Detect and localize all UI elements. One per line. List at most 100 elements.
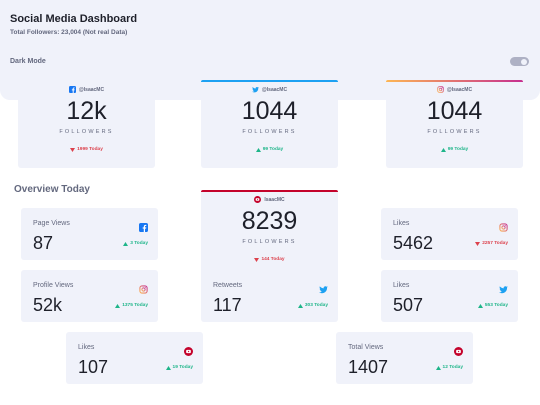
follower-count: 12k: [66, 97, 107, 125]
dark-mode-label: Dark Mode: [10, 58, 46, 65]
change-row: 1375 Today: [115, 303, 148, 308]
metric-label: Page Views: [33, 220, 70, 227]
yt-icon: [184, 347, 193, 356]
subtitle: Total Followers: 23,004 (Not real Data): [10, 29, 128, 36]
metric-label: Retweets: [213, 282, 243, 289]
follower-count: 8239: [241, 207, 298, 235]
metric-label: Profile Views: [33, 282, 74, 289]
handle-row: @IsaacMC: [18, 86, 155, 93]
icon-box: [184, 343, 193, 361]
change: 1999 Today: [77, 147, 103, 152]
metric-value: 87: [33, 233, 54, 253]
follower-count: 1044: [426, 97, 483, 125]
handle-row: @IsaacMC: [201, 86, 338, 93]
change: 99 Today: [447, 147, 469, 152]
change: 99 Today: [262, 147, 284, 152]
metric-value: 117: [213, 295, 242, 315]
icon-box: [499, 281, 508, 299]
metric-value: 1407: [348, 357, 389, 377]
change: 19 Today: [172, 365, 193, 370]
overview-card: Total Views 1407 12 Today: [336, 332, 473, 384]
change-row: 144 Today: [201, 257, 338, 262]
handle: @IsaacMC: [261, 86, 288, 93]
icon-box: [139, 219, 148, 237]
metric-label: Likes: [393, 220, 410, 227]
trend-arrow: [255, 147, 261, 152]
metric-value: 5462: [393, 233, 434, 253]
dark-mode-toggle[interactable]: [510, 57, 529, 66]
overview-card: Likes 507 553 Today: [381, 270, 518, 322]
change-row: 3 Today: [123, 241, 148, 246]
handle: @IsaacMC: [78, 86, 105, 93]
follower-card: @IsaacMC 1044 FOLLOWERS 99 Today: [201, 80, 338, 168]
trend-arrow: [123, 241, 129, 246]
ig-icon: [437, 86, 444, 93]
metric-label: Likes: [393, 282, 410, 289]
handle: @IsaacMC: [446, 86, 473, 93]
change: 1375 Today: [122, 303, 148, 308]
ig-icon: [139, 285, 148, 294]
followers-label: FOLLOWERS: [242, 239, 297, 245]
trend-arrow: [254, 257, 260, 262]
icon-box: [319, 281, 328, 299]
fb-icon: [139, 223, 148, 232]
change-row: 12 Today: [435, 365, 463, 370]
change-row: 19 Today: [165, 365, 193, 370]
change-row: 553 Today: [477, 303, 508, 308]
metric-value: 507: [393, 295, 424, 315]
change: 144 Today: [261, 257, 285, 262]
change-row: 2257 Today: [475, 241, 508, 246]
followers-label: FOLLOWERS: [242, 129, 297, 135]
change-row: 99 Today: [201, 147, 338, 152]
handle-row: IsaacMC: [201, 196, 338, 203]
handle-row: @IsaacMC: [386, 86, 523, 93]
follower-card: @IsaacMC 1044 FOLLOWERS 99 Today: [386, 80, 523, 168]
followers-label: FOLLOWERS: [427, 129, 482, 135]
trend-arrow: [70, 147, 76, 152]
trend-arrow: [435, 365, 441, 370]
metric-value: 107: [78, 357, 109, 377]
icon-box: [499, 219, 508, 237]
icon-box: [454, 343, 463, 361]
tw-icon: [251, 86, 259, 93]
follower-card: IsaacMC 8239 FOLLOWERS 144 Today: [201, 190, 338, 278]
change-row: 303 Today: [297, 303, 328, 308]
change: 303 Today: [304, 303, 328, 308]
metric-value: 52k: [33, 295, 63, 315]
metric-label: Total Views: [348, 344, 384, 351]
overview-card: Retweets 117 303 Today: [201, 270, 338, 322]
trend-arrow: [115, 303, 121, 308]
trend-arrow: [475, 241, 481, 246]
ig-icon: [499, 223, 508, 232]
overview-card: Profile Views 52k 1375 Today: [21, 270, 158, 322]
change: 3 Today: [130, 241, 148, 246]
tw-icon: [319, 286, 328, 294]
follower-count: 1044: [241, 97, 298, 125]
trend-arrow: [297, 303, 303, 308]
tw-icon: [499, 286, 508, 294]
trend-arrow: [477, 303, 483, 308]
change: 2257 Today: [482, 241, 508, 246]
card-accent: [386, 80, 523, 82]
card-accent: [201, 190, 338, 192]
trend-arrow: [165, 365, 171, 370]
overview-card: Likes 5462 2257 Today: [381, 208, 518, 260]
overview-card: Likes 107 19 Today: [66, 332, 203, 384]
metric-label: Likes: [78, 344, 95, 351]
card-accent: [201, 80, 338, 82]
change-row: 1999 Today: [18, 147, 155, 152]
overview-title: Overview Today: [14, 184, 90, 195]
handle: IsaacMC: [264, 196, 285, 203]
follower-card: @IsaacMC 12k FOLLOWERS 1999 Today: [18, 80, 155, 168]
icon-box: [139, 281, 148, 299]
change: 12 Today: [442, 365, 463, 370]
followers-label: FOLLOWERS: [59, 129, 114, 135]
fb-icon: [68, 86, 76, 93]
change-row: 99 Today: [386, 147, 523, 152]
change: 553 Today: [484, 303, 508, 308]
title: Social Media Dashboard: [10, 13, 138, 25]
overview-card: Page Views 87 3 Today: [21, 208, 158, 260]
yt-icon: [254, 196, 262, 203]
yt-icon: [454, 347, 463, 356]
